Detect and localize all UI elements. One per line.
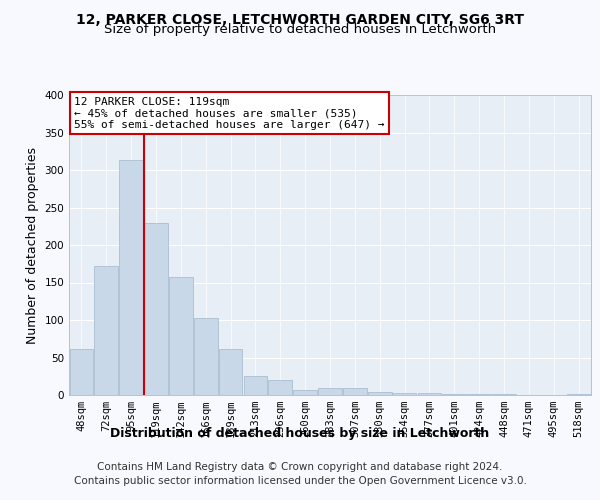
Text: Size of property relative to detached houses in Letchworth: Size of property relative to detached ho… (104, 22, 496, 36)
Bar (244, 376, 267, 395)
Text: 12, PARKER CLOSE, LETCHWORTH GARDEN CITY, SG6 3RT: 12, PARKER CLOSE, LETCHWORTH GARDEN CITY… (76, 12, 524, 26)
Bar (293, 390, 317, 395)
Bar (70, 348, 93, 395)
Y-axis label: Number of detached properties: Number of detached properties (26, 146, 39, 344)
Bar (219, 348, 242, 395)
Bar (318, 388, 342, 395)
Bar (368, 392, 392, 395)
Bar (442, 394, 466, 395)
Bar (343, 388, 367, 395)
Bar (144, 222, 168, 395)
Bar (567, 394, 590, 395)
Bar (393, 393, 416, 395)
Text: Contains public sector information licensed under the Open Government Licence v3: Contains public sector information licen… (74, 476, 526, 486)
Bar (418, 393, 441, 395)
Bar (169, 276, 193, 395)
Bar (268, 380, 292, 395)
Bar (94, 266, 118, 395)
Bar (119, 160, 143, 395)
Text: Contains HM Land Registry data © Crown copyright and database right 2024.: Contains HM Land Registry data © Crown c… (97, 462, 503, 472)
Text: 12 PARKER CLOSE: 119sqm
← 45% of detached houses are smaller (535)
55% of semi-d: 12 PARKER CLOSE: 119sqm ← 45% of detache… (74, 96, 385, 130)
Bar (194, 318, 218, 395)
Bar (467, 394, 491, 395)
Text: Distribution of detached houses by size in Letchworth: Distribution of detached houses by size … (110, 428, 490, 440)
Bar (492, 394, 516, 395)
